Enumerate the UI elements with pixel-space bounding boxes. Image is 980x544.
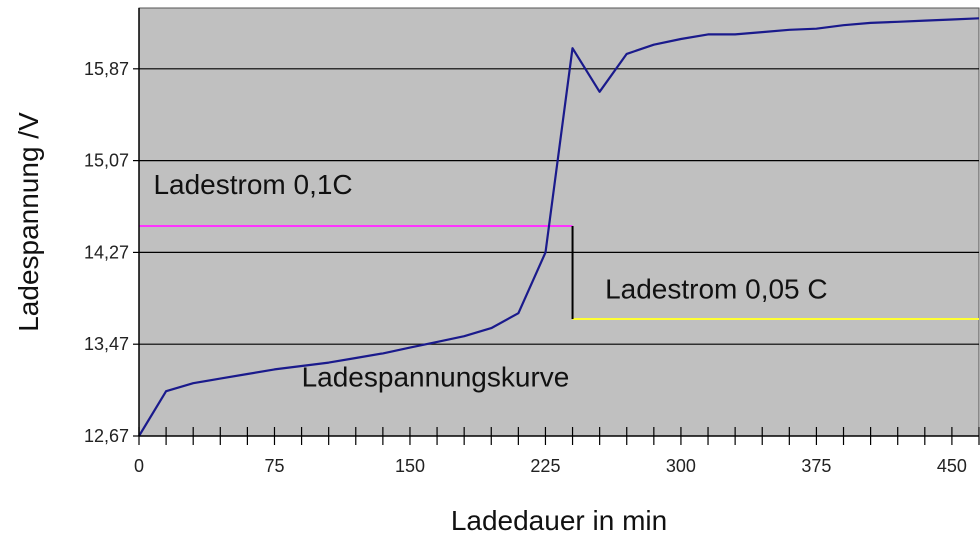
x-tick-label: 300 [666,456,696,476]
y-tick-label: 13,47 [84,334,129,354]
x-axis-label: Ladedauer in min [451,505,667,536]
voltage-curve-line [138,17,980,437]
y-axis-label: Ladespannung /V [13,112,44,332]
x-tick-label: 0 [134,456,144,476]
plot-area [138,7,980,437]
x-tick-label: 75 [264,456,284,476]
annotation-label: Ladespannungskurve [302,362,570,393]
x-tick-label: 150 [395,456,425,476]
y-tick-label: 12,67 [84,426,129,446]
y-gridlines [139,68,979,345]
y-tick-label: 15,07 [84,151,129,171]
annotation-label: Ladestrom 0,1C [153,169,352,200]
voltage-curve [138,17,980,437]
x-tick-label: 225 [530,456,560,476]
y-tick-label: 14,27 [84,242,129,262]
current-step-lines [139,225,979,320]
annotation-label: Ladestrom 0,05 C [605,273,828,304]
y-tick-label: 15,87 [84,59,129,79]
x-axis: 0 75 150 225 300 375 450 [134,427,980,476]
annotations: Ladestrom 0,1C Ladestrom 0,05 C Ladespannu… [153,169,827,393]
x-tick-label: 375 [801,456,831,476]
x-tick-label: 450 [937,456,967,476]
y-axis: 12,67 13,47 14,27 15,07 15,87 [84,8,140,446]
